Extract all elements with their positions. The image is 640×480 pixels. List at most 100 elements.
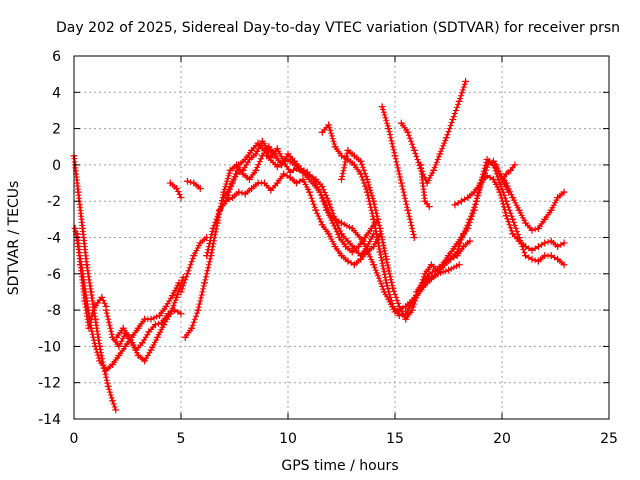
series-sat-a <box>70 152 120 414</box>
data-point <box>141 315 149 323</box>
data-point <box>158 319 166 327</box>
data-point <box>327 212 335 220</box>
data-point <box>173 293 181 301</box>
data-point <box>171 306 179 314</box>
data-point <box>412 288 420 296</box>
data-point <box>389 284 397 292</box>
data-point <box>299 175 307 183</box>
data-point <box>455 97 463 105</box>
data-point <box>502 179 510 187</box>
data-point <box>376 224 384 232</box>
data-point <box>183 270 191 278</box>
data-point <box>76 261 84 269</box>
data-point <box>325 197 333 205</box>
data-point <box>457 234 465 241</box>
data-point <box>442 134 450 142</box>
x-tick-label: 15 <box>386 431 404 447</box>
series-sat-p <box>378 103 418 241</box>
axis-ticks <box>73 55 610 420</box>
data-point <box>166 179 174 187</box>
data-point <box>376 248 384 256</box>
series-line <box>179 236 208 293</box>
data-point <box>109 397 117 405</box>
x-tick-label: 5 <box>177 431 186 447</box>
data-point <box>348 248 356 256</box>
x-tick-label: 25 <box>600 431 618 447</box>
data-point <box>554 255 562 263</box>
series-sat-k <box>216 139 378 260</box>
data-point <box>305 175 313 183</box>
data-point <box>404 206 412 214</box>
data-point <box>235 188 243 196</box>
x-tick-label: 0 <box>70 431 79 447</box>
data-point <box>71 224 79 232</box>
x-tick-labels: 0 5 10 15 20 25 <box>70 431 618 447</box>
data-point <box>359 237 367 245</box>
data-point <box>216 206 224 214</box>
data-point <box>419 179 427 187</box>
data-point <box>132 346 140 354</box>
y-tick-label: -2 <box>47 194 61 210</box>
series-sat-i <box>181 143 279 341</box>
series-markers <box>216 140 376 259</box>
data-point <box>427 273 435 281</box>
data-point <box>459 243 467 251</box>
data-point <box>79 224 87 232</box>
data-point <box>203 252 211 260</box>
data-point <box>141 357 149 365</box>
data-point <box>245 175 253 183</box>
data-point <box>91 342 99 350</box>
data-point <box>209 224 217 232</box>
y-tick-label: -10 <box>38 339 61 355</box>
data-point <box>389 302 397 310</box>
data-point <box>248 184 256 192</box>
data-point <box>421 197 429 205</box>
data-point <box>436 150 444 158</box>
data-point <box>385 125 393 133</box>
data-point <box>477 179 485 187</box>
data-point <box>402 315 410 323</box>
data-point <box>316 188 324 196</box>
data-point <box>509 194 517 202</box>
data-point <box>419 279 427 287</box>
series-sat-e <box>113 306 185 354</box>
data-point <box>286 168 294 176</box>
data-point <box>434 270 442 278</box>
data-point <box>325 230 333 238</box>
data-point <box>378 103 386 111</box>
data-point <box>522 219 530 227</box>
x-axis-label: GPS time / hours <box>281 458 398 474</box>
data-point <box>312 206 320 214</box>
data-point <box>226 183 234 191</box>
data-point <box>293 179 301 187</box>
data-point <box>284 155 292 163</box>
data-point <box>355 243 363 251</box>
series-group <box>70 77 568 414</box>
data-point <box>528 226 536 234</box>
data-point <box>177 310 185 318</box>
data-point <box>470 206 478 214</box>
data-point <box>331 143 339 151</box>
data-point <box>98 293 106 301</box>
data-point <box>554 194 562 202</box>
data-point <box>196 239 204 247</box>
data-point <box>173 184 181 192</box>
data-point <box>470 188 478 196</box>
data-point <box>190 179 198 187</box>
series-line <box>74 227 180 372</box>
data-point <box>451 243 459 251</box>
data-point <box>382 255 390 263</box>
data-point <box>89 306 97 314</box>
data-point <box>220 194 228 202</box>
data-point <box>370 197 378 205</box>
data-point <box>502 170 510 178</box>
data-point <box>318 221 326 229</box>
data-point <box>190 252 198 260</box>
data-point <box>109 361 117 369</box>
x-tick-label: 10 <box>279 431 297 447</box>
data-point <box>541 239 549 247</box>
data-point <box>85 324 93 332</box>
data-point <box>357 157 365 165</box>
data-point <box>363 175 371 183</box>
data-point <box>363 188 371 196</box>
